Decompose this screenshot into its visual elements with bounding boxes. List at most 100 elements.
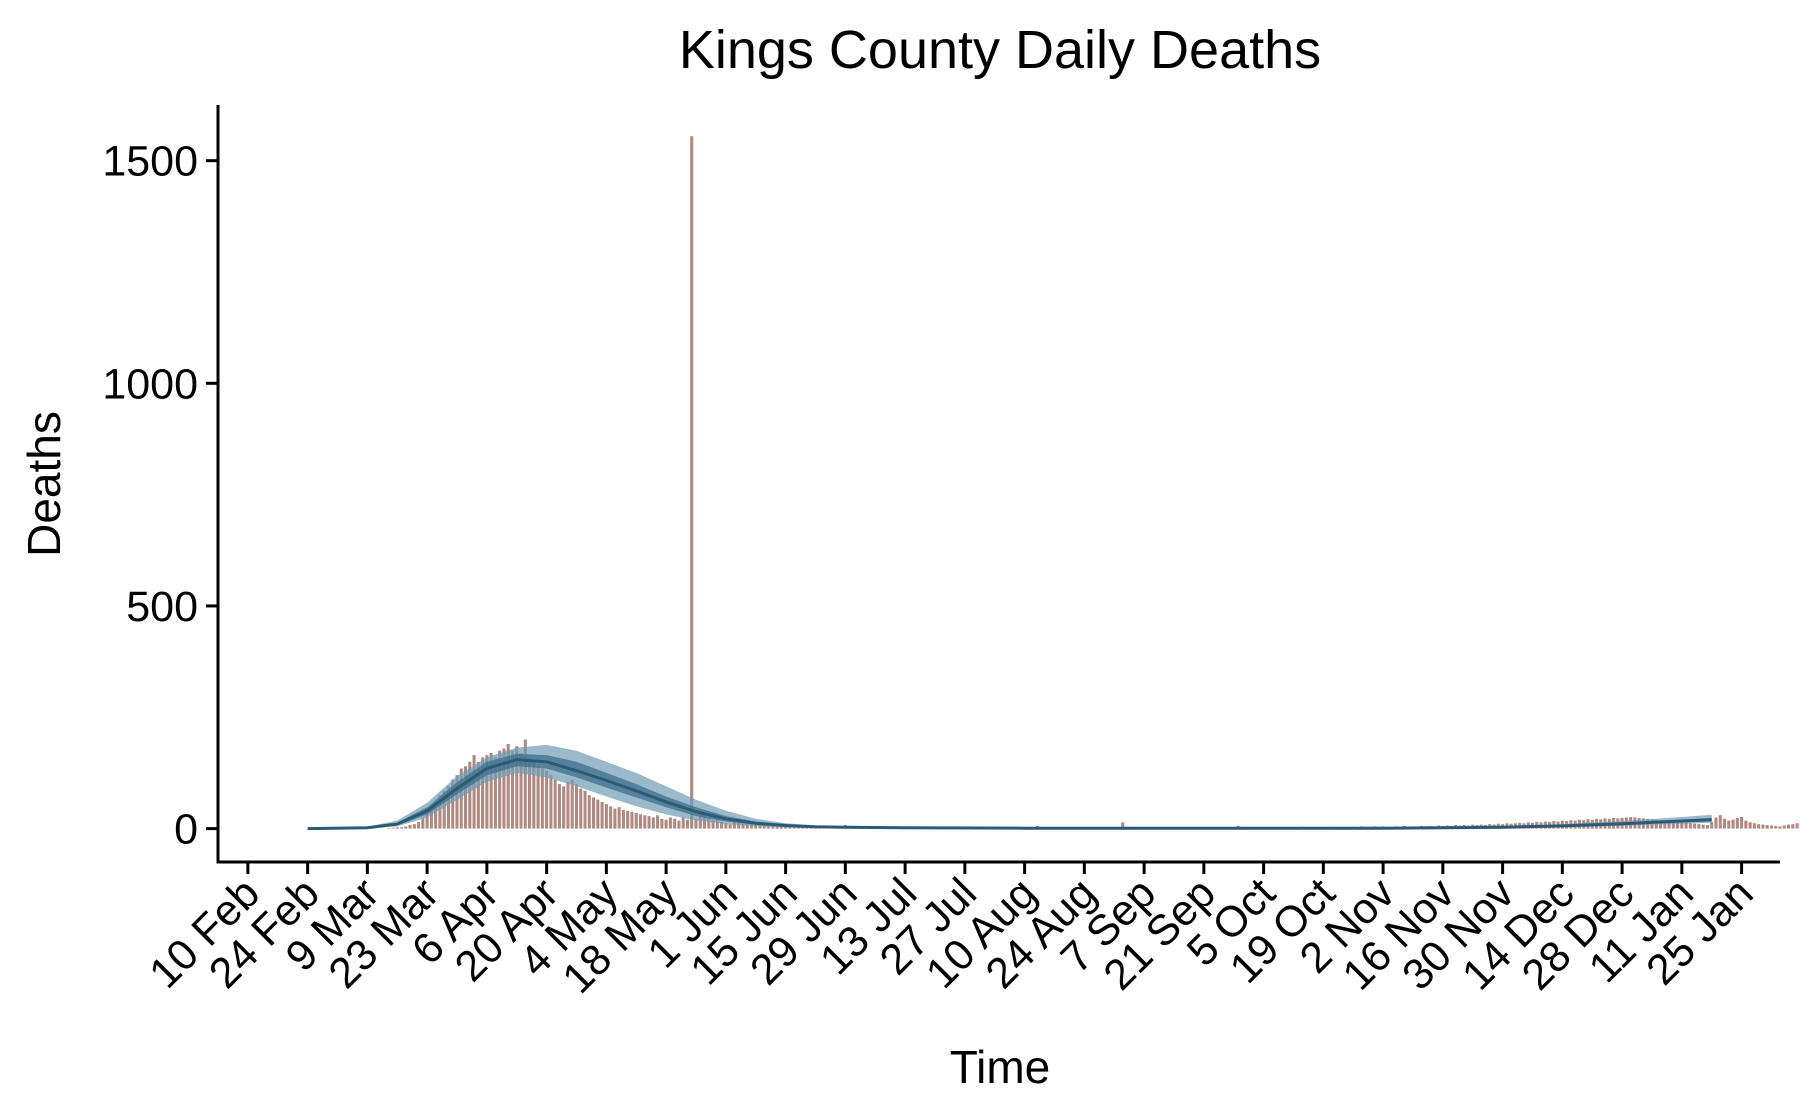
y-tick-label: 1500 [102,138,198,186]
bar [1697,824,1701,829]
bar [481,757,485,829]
bar [468,761,472,829]
bar [1705,825,1709,829]
chart-title: Kings County Daily Deaths [679,20,1321,80]
bar [715,818,719,829]
bar [1740,817,1744,829]
bar [604,804,608,829]
y-axis-title: Deaths [18,411,70,557]
bar [434,801,438,829]
bar [1757,824,1761,829]
bar [557,784,561,829]
bar [1727,820,1731,829]
bar [647,816,651,829]
bar [1121,822,1125,829]
bar [1701,824,1705,829]
y-tick-label: 1000 [102,360,198,408]
bar [408,825,412,829]
bar [1667,821,1671,829]
bar [720,821,724,829]
bar [694,818,698,829]
bar [395,827,399,829]
bar [515,746,519,829]
bar [532,761,536,829]
bar [685,819,689,829]
bar [651,817,655,829]
bar [399,827,404,829]
bar [1787,824,1791,829]
bar [1731,819,1735,829]
bar [549,775,553,829]
bar [673,818,677,829]
bar [455,775,459,829]
bar [553,779,557,829]
bar [579,788,583,829]
bar [1663,820,1667,829]
y-tick-label: 0 [174,806,198,854]
bar [1684,822,1688,829]
bar [592,797,596,829]
bar [707,817,711,829]
bar [1671,821,1675,829]
bar [540,768,544,829]
bar [574,784,579,829]
bar [421,817,425,829]
bar [1769,825,1773,829]
bar [711,819,715,829]
bar [1688,823,1692,829]
bar [463,766,468,829]
bar [1752,823,1756,829]
bar [621,809,625,829]
bar [681,817,685,829]
bar [451,779,455,829]
bar [741,823,745,829]
bar [519,752,523,829]
y-tick-label: 500 [126,583,198,631]
bar [493,757,497,829]
bar [391,827,395,829]
bar [1710,821,1714,829]
bar [630,811,634,829]
bar [1795,823,1799,829]
bar [732,821,736,829]
bar [476,761,480,829]
bar [1676,821,1680,829]
bar [1744,820,1748,829]
bar [536,766,540,829]
bar [485,755,489,829]
bar [1722,818,1727,829]
bar [1735,817,1739,829]
bar [600,801,604,829]
bar [613,808,617,829]
bar [562,786,566,829]
bar [472,755,476,829]
bar [1774,825,1778,829]
bar [668,817,672,829]
bar [728,824,732,829]
bar [510,750,515,829]
bar [1680,822,1684,829]
bar [690,136,694,829]
bar [677,820,681,829]
bar [1718,815,1722,829]
bar [387,828,391,829]
bar [617,807,621,829]
bar [412,824,416,829]
bar [660,818,664,829]
bar [587,795,591,829]
bar [1714,817,1718,829]
model-estimate [307,744,1712,831]
bar [498,750,502,829]
bar [638,814,643,829]
bar [425,813,429,829]
bar [634,813,638,829]
x-axis-title: Time [950,1041,1051,1093]
bar [438,795,442,829]
bar [724,823,728,829]
bar [570,779,574,829]
bar [1748,822,1752,829]
bar [545,770,549,829]
bar [1791,824,1795,829]
